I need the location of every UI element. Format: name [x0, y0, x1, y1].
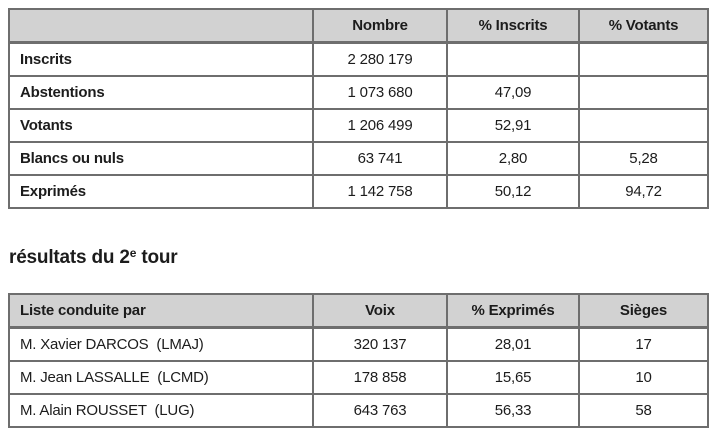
column-header-empty: [8, 8, 314, 44]
cell-value: 5,28: [578, 141, 709, 176]
candidate-label: M. Alain ROUSSET (LUG): [8, 393, 314, 428]
cell-value: 2 280 179: [312, 41, 448, 77]
row-label: Inscrits: [8, 41, 314, 77]
cell-value: [578, 108, 709, 143]
cell-value: 63 741: [312, 141, 448, 176]
section-title-suffix: tour: [136, 247, 178, 268]
cell-value: 52,91: [446, 108, 580, 143]
turnout-table: Nombre % Inscrits % Votants Inscrits 2 2…: [8, 8, 709, 209]
row-label: Blancs ou nuls: [8, 141, 314, 176]
cell-value: 320 137: [312, 326, 448, 362]
results-table: Liste conduite par Voix % Exprimés Siège…: [8, 293, 709, 428]
table-row: Inscrits 2 280 179: [8, 41, 709, 77]
document-page: Nombre % Inscrits % Votants Inscrits 2 2…: [8, 8, 709, 428]
cell-value: 1 206 499: [312, 108, 448, 143]
row-label: Votants: [8, 108, 314, 143]
cell-value: 178 858: [312, 360, 448, 395]
section-title: résultats du 2e tour: [9, 246, 707, 270]
cell-value: 643 763: [312, 393, 448, 428]
row-label: Abstentions: [8, 75, 314, 110]
column-header-sieges: Sièges: [578, 293, 709, 329]
cell-value: 50,12: [446, 174, 580, 209]
column-header-liste: Liste conduite par: [8, 293, 314, 329]
table-row: Blancs ou nuls 63 741 2,80 5,28: [8, 141, 709, 176]
column-header-pct-inscrits: % Inscrits: [446, 8, 580, 44]
column-header-voix: Voix: [312, 293, 448, 329]
table-row: Votants 1 206 499 52,91: [8, 108, 709, 143]
cell-value: 58: [578, 393, 709, 428]
candidate-label: M. Jean LASSALLE (LCMD): [8, 360, 314, 395]
turnout-header-row: Nombre % Inscrits % Votants: [8, 8, 709, 44]
cell-value: [578, 41, 709, 77]
cell-value: 47,09: [446, 75, 580, 110]
column-header-pct-exprimes: % Exprimés: [446, 293, 580, 329]
cell-value: 56,33: [446, 393, 580, 428]
table-row: M. Alain ROUSSET (LUG) 643 763 56,33 58: [8, 393, 709, 428]
section-title-superscript: e: [129, 246, 137, 260]
table-row: Abstentions 1 073 680 47,09: [8, 75, 709, 110]
column-header-nombre: Nombre: [312, 8, 448, 44]
table-row: M. Jean LASSALLE (LCMD) 178 858 15,65 10: [8, 360, 709, 395]
cell-value: [578, 75, 709, 110]
candidate-label: M. Xavier DARCOS (LMAJ): [8, 326, 314, 362]
table-row: M. Xavier DARCOS (LMAJ) 320 137 28,01 17: [8, 326, 709, 362]
cell-value: [446, 41, 580, 77]
cell-value: 17: [578, 326, 709, 362]
cell-value: 2,80: [446, 141, 580, 176]
column-header-pct-votants: % Votants: [578, 8, 709, 44]
cell-value: 1 142 758: [312, 174, 448, 209]
cell-value: 1 073 680: [312, 75, 448, 110]
cell-value: 15,65: [446, 360, 580, 395]
section-title-prefix: résultats du 2: [9, 247, 130, 268]
table-row: Exprimés 1 142 758 50,12 94,72: [8, 174, 709, 209]
cell-value: 94,72: [578, 174, 709, 209]
row-label: Exprimés: [8, 174, 314, 209]
cell-value: 10: [578, 360, 709, 395]
results-header-row: Liste conduite par Voix % Exprimés Siège…: [8, 293, 709, 329]
cell-value: 28,01: [446, 326, 580, 362]
